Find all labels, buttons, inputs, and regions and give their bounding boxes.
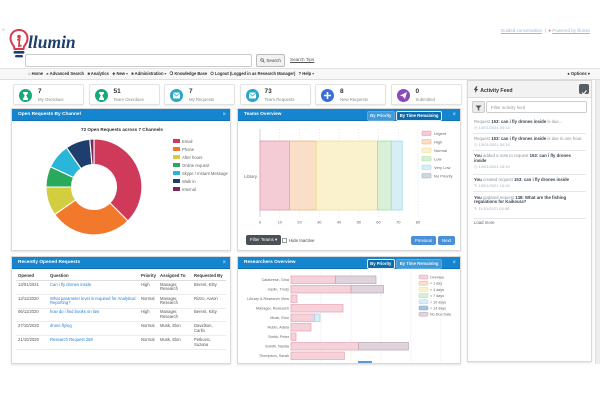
svg-text:Smith, Peter: Smith, Peter	[268, 335, 290, 339]
svg-text:Manager, Research: Manager, Research	[256, 307, 289, 311]
svg-text:Musk, Elon: Musk, Elon	[270, 316, 289, 320]
svg-text:10: 10	[278, 220, 283, 225]
svg-text:Low: Low	[434, 157, 441, 162]
svg-text:Suhith, Nanita: Suhith, Nanita	[265, 345, 290, 349]
svg-text:Rubin, Adela: Rubin, Adela	[267, 326, 289, 330]
svg-text:< 7 days: < 7 days	[430, 294, 444, 298]
svg-text:Urgent: Urgent	[434, 131, 447, 136]
svg-text:Library: Library	[244, 174, 258, 179]
svg-text:30: 30	[317, 220, 322, 225]
svg-text:< 4 days: < 4 days	[430, 288, 444, 292]
svg-text:llumin: llumin	[28, 32, 76, 52]
svg-text:40: 40	[337, 220, 342, 225]
svg-text:No Priority: No Priority	[434, 174, 453, 179]
svg-text:20: 20	[297, 220, 302, 225]
svg-text:Normal: Normal	[434, 148, 447, 153]
svg-text:Overdue: Overdue	[430, 276, 444, 280]
svg-text:70: 70	[396, 220, 401, 225]
svg-text:50: 50	[357, 220, 362, 225]
svg-text:Thompson, Sarah: Thompson, Sarah	[259, 354, 289, 358]
svg-text:< 10 days: < 10 days	[430, 300, 446, 304]
svg-text:< 14 days: < 14 days	[430, 307, 446, 311]
svg-text:Joplin, Trudy: Joplin, Trudy	[267, 288, 289, 292]
svg-text:0: 0	[259, 220, 262, 225]
svg-text:High: High	[434, 140, 442, 145]
svg-text:Calabrese, Gina: Calabrese, Gina	[262, 278, 290, 282]
svg-text:No Due Date: No Due Date	[430, 313, 451, 317]
svg-text:60: 60	[376, 220, 381, 225]
svg-text:80: 80	[416, 220, 421, 225]
svg-text:< 1 day: < 1 day	[430, 282, 442, 286]
svg-text:Very Low: Very Low	[434, 165, 451, 170]
svg-text:Library & Research View: Library & Research View	[247, 297, 289, 301]
